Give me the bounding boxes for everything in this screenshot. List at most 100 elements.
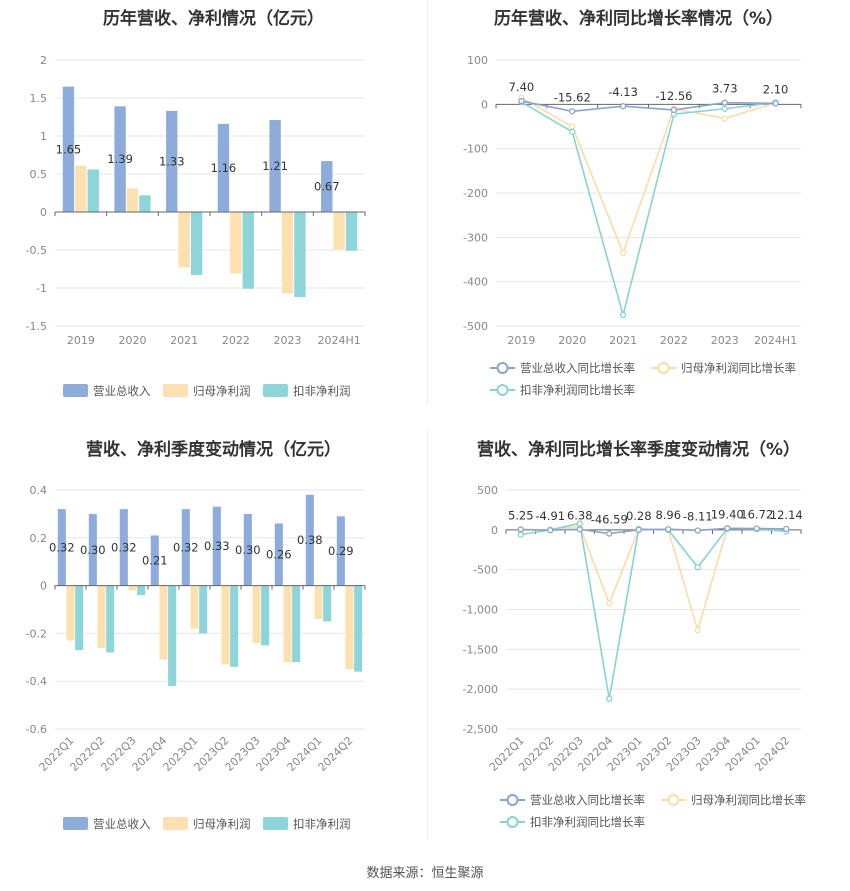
y-tick-label: 0 <box>40 580 47 593</box>
x-tick-label: 2024Q2 <box>316 734 356 774</box>
bar <box>190 585 199 629</box>
bar <box>305 494 314 586</box>
series-point <box>606 530 613 537</box>
bar <box>230 212 242 274</box>
series-point <box>772 100 779 107</box>
y-tick-label: 500 <box>477 484 498 497</box>
line-data-label: -12.56 <box>655 89 692 103</box>
bar <box>150 535 159 586</box>
series-line <box>520 522 787 699</box>
legend-marker <box>657 362 670 374</box>
line-data-label: -4.91 <box>535 509 565 523</box>
legend-label: 扣非净利润同比增长率 <box>530 815 645 829</box>
bar-data-label: 0.67 <box>314 180 340 194</box>
y-tick-label: -300 <box>463 231 488 244</box>
data-source-footer: 数据来源：恒生聚源 <box>366 866 484 881</box>
x-tick-label: 2023 <box>274 334 302 347</box>
bar-data-label: 0.21 <box>142 554 168 568</box>
bar-data-label: 0.30 <box>235 543 261 557</box>
bar <box>128 585 137 591</box>
bar-data-label: 1.39 <box>107 152 133 166</box>
bar <box>217 123 230 212</box>
bar <box>62 86 75 212</box>
series-point <box>517 526 524 533</box>
bar <box>243 513 252 586</box>
series-point <box>547 527 554 534</box>
line-data-label: 8.96 <box>655 508 681 522</box>
x-tick-label: 2022 <box>222 334 250 347</box>
legend-marker <box>506 794 519 806</box>
y-tick-label: -100 <box>463 143 488 156</box>
y-tick-label: -0.5 <box>26 244 47 257</box>
y-tick-label: 0.4 <box>30 484 48 497</box>
legend-label: 营业总收入 <box>93 817 151 831</box>
legend-label: 扣非净利润 <box>293 384 351 398</box>
bar <box>166 110 178 212</box>
chart-title-annual-line: 历年营收、净利同比增长率情况（%） <box>493 9 784 29</box>
x-tick-label: 2020 <box>558 334 586 347</box>
y-tick-label: 100 <box>467 54 488 67</box>
series-point <box>721 115 728 122</box>
panel-divider-bottom <box>427 430 428 840</box>
series-point <box>576 520 583 527</box>
x-tick-label: 2022 <box>660 334 688 347</box>
bar <box>252 585 261 643</box>
series-point <box>783 525 790 533</box>
bar <box>314 585 323 620</box>
bar <box>168 585 177 686</box>
bar <box>97 585 106 648</box>
x-tick-label: 2020 <box>119 334 147 347</box>
series-line <box>521 96 776 256</box>
bar <box>106 585 115 653</box>
chart-title-annual-bar: 历年营收、净利情况（亿元） <box>103 9 324 29</box>
y-tick-label: 1 <box>40 130 47 143</box>
y-tick-label: -1,000 <box>463 604 498 617</box>
line-data-label: -15.62 <box>554 90 591 104</box>
series-point <box>576 526 583 533</box>
series-point <box>517 531 524 538</box>
bar-data-label: 1.21 <box>262 159 288 173</box>
bar-data-label: 0.38 <box>297 533 323 547</box>
series-line <box>520 525 787 634</box>
legend-marker <box>506 816 519 828</box>
series-point <box>694 627 701 634</box>
line-data-label: 19.40 <box>711 507 744 521</box>
bar <box>178 212 190 268</box>
bar-data-label: 0.32 <box>173 540 199 554</box>
bar <box>139 195 151 212</box>
y-tick-label: -2,500 <box>463 723 498 736</box>
line-data-label: 3.73 <box>712 82 738 96</box>
legend-marker <box>667 794 680 806</box>
bar <box>66 585 75 641</box>
series-line <box>521 100 776 113</box>
bar <box>126 188 139 212</box>
bar <box>88 513 97 586</box>
bar <box>159 585 168 660</box>
x-tick-label: 2023 <box>711 334 739 347</box>
bar <box>283 585 292 663</box>
bar <box>199 585 208 634</box>
bar-data-label: 0.32 <box>49 540 75 554</box>
series-point <box>665 525 672 533</box>
bar <box>294 212 306 298</box>
series-point <box>753 525 760 532</box>
line-data-label: -4.13 <box>608 85 638 99</box>
y-tick-label: 1.5 <box>30 92 48 105</box>
y-tick-label: -400 <box>463 276 488 289</box>
line-data-label: 7.40 <box>509 80 535 94</box>
bar <box>114 106 126 212</box>
legend-swatch <box>163 384 188 397</box>
x-tick-label: 2024H1 <box>318 334 361 347</box>
bar-data-label: 1.33 <box>159 154 185 168</box>
y-tick-label: -0.6 <box>26 723 47 736</box>
x-tick-label: 2021 <box>170 334 198 347</box>
y-tick-label: 0.5 <box>30 168 48 181</box>
series-point <box>619 311 627 319</box>
legend-label: 归母净利润 <box>193 817 251 831</box>
series-point <box>619 249 627 257</box>
bar <box>75 585 84 651</box>
chart-title-quarter-line: 营收、净利同比增长率季度变动情况（%） <box>476 440 801 460</box>
bar <box>292 585 301 663</box>
y-tick-label: 0 <box>481 98 488 111</box>
y-tick-label: 0 <box>491 524 498 537</box>
